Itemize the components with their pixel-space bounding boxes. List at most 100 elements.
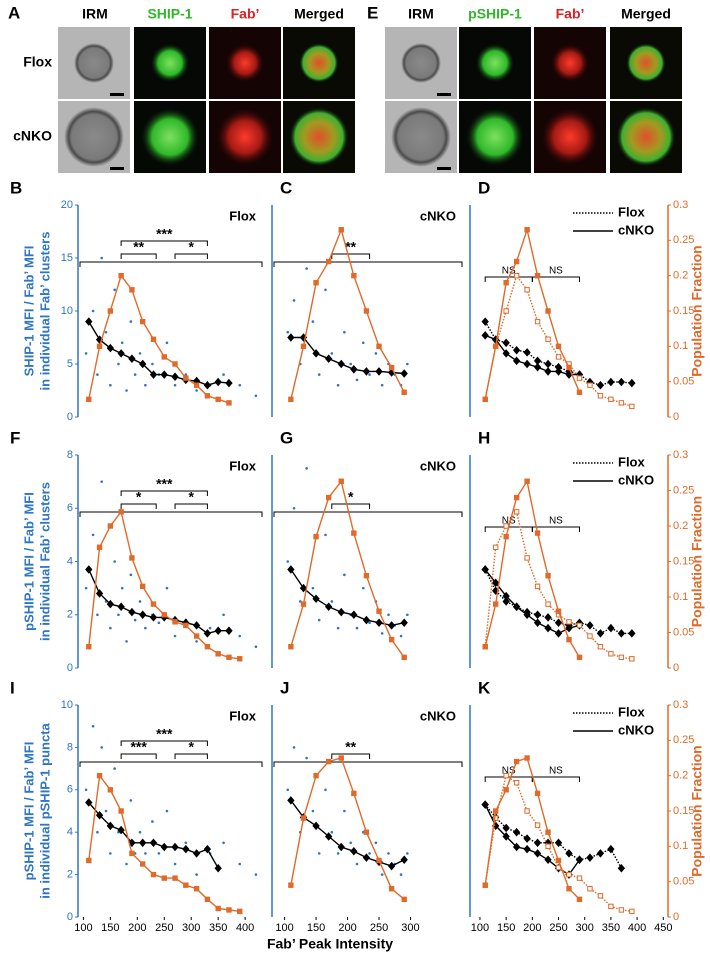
scatter-point [343,809,346,813]
marker [545,573,551,579]
panel-letter: H [478,428,490,447]
series-line [484,804,581,876]
marker [192,849,201,858]
scatter-point [129,320,133,323]
scatter-point [292,299,296,302]
legend-label: Flox [618,704,645,719]
marker [503,308,509,314]
marker [400,855,408,865]
y-tick-label: 6 [67,784,73,796]
marker [106,821,115,831]
scatter-point [157,621,161,625]
scatter-point [151,820,154,823]
scatter-point [144,626,147,630]
scatter-point [317,373,321,376]
marker [524,478,530,484]
y-tick-label: 20 [61,199,73,211]
scatter-point [374,841,378,845]
scatter-point [336,626,340,630]
scatter-point [165,586,169,590]
series-line [290,799,405,867]
marker [203,844,212,854]
marker [161,612,167,618]
column-header: pSHIP-1 [468,6,522,22]
scatter-point [324,788,327,792]
marker [325,758,332,765]
scatter-point [100,746,104,749]
scale-bar [437,93,451,96]
marker [203,629,212,638]
marker [106,599,115,609]
marker [502,349,510,358]
marker [85,798,93,807]
scatter-point [368,373,371,376]
scatter-point [406,852,409,855]
bracket [79,261,263,267]
marker [400,618,408,628]
marker [566,871,572,878]
scatter-point [117,362,120,366]
panel-letter: F [10,428,20,447]
y-axis-label: pSHIP-1 MFI / Fab’ MFI [21,742,36,881]
cell [225,43,265,83]
bracket [174,253,208,259]
marker [492,601,499,607]
x-tick-label: 400 [236,922,254,934]
marker [312,594,320,604]
marker [503,533,509,540]
marker [300,343,307,350]
marker [350,610,358,620]
marker [555,608,562,614]
scatter-point [361,341,365,345]
scatter-point [387,852,390,855]
legend-label: cNKO [618,222,654,237]
marker [545,336,551,342]
scatter-point [292,746,296,749]
x-tick-label: 300 [576,922,594,934]
marker [544,359,552,369]
series-line [290,336,405,375]
y2-tick-label: 0.15 [673,305,694,317]
marker [351,272,357,279]
scatter-point [222,841,225,845]
marker [149,613,158,622]
marker [554,618,563,628]
scatter-point [336,383,340,387]
series-line [88,802,219,869]
column-header: Merged [621,6,671,22]
marker [337,359,345,369]
y2-axis-label: Population Fraction [689,245,705,376]
marker [117,825,125,835]
cell [74,43,114,83]
y-axis-label: in individual Fab’ clusters [37,482,52,641]
panel-letter: E [367,3,378,22]
marker [363,829,370,835]
marker [324,354,333,363]
marker [576,622,583,629]
marker [192,621,201,630]
x-tick-label: 150 [101,922,119,934]
bracket [120,253,157,259]
scatter-point [173,862,177,866]
marker [586,621,594,630]
marker [502,591,510,601]
marker [214,377,222,387]
y2-tick-label: 0.05 [673,626,694,638]
marker [524,227,530,233]
y2-tick-label: 0.1 [673,591,688,603]
cell [465,107,525,167]
marker [86,644,92,650]
column-header: Fab’ [556,6,585,22]
scatter-point [368,852,371,855]
marker [139,359,147,369]
marker [129,287,135,293]
marker [96,772,103,779]
marker [376,857,382,864]
x-tick-label: 250 [155,922,173,934]
marker [387,621,396,630]
marker [375,618,383,628]
y-axis-label: in individual Fab’ clusters [37,232,52,391]
marker [400,369,408,378]
marker [95,810,104,820]
marker [607,377,615,387]
